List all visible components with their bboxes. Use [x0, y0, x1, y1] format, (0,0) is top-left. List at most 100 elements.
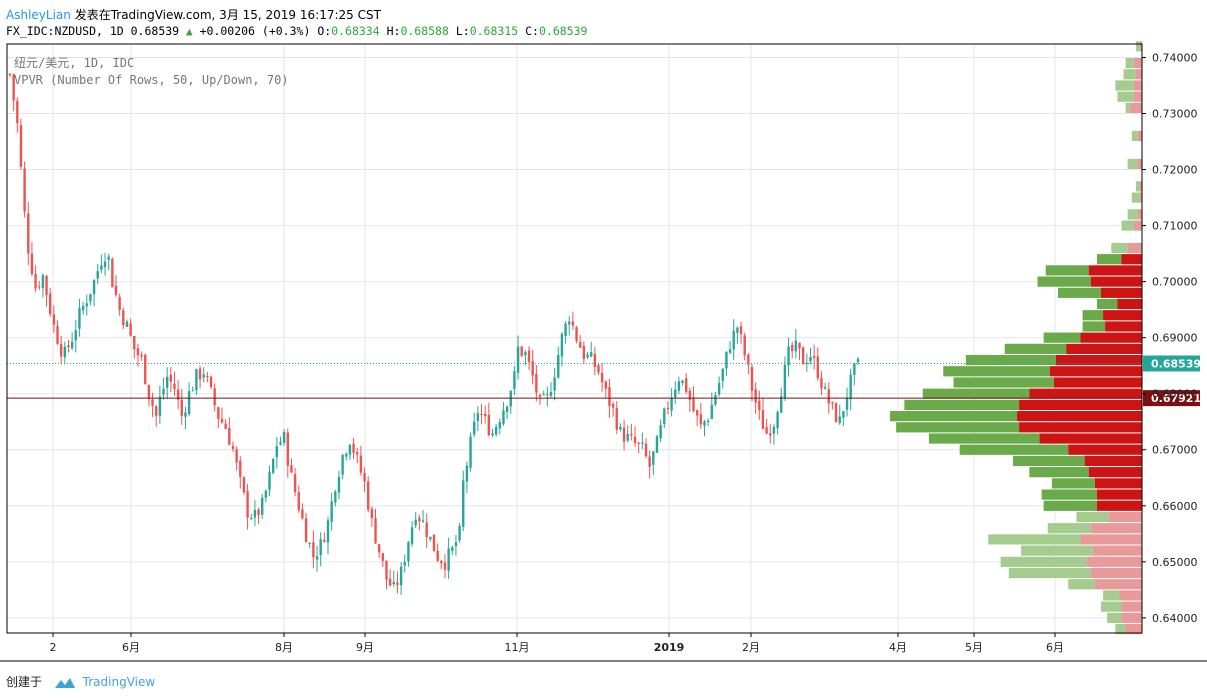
volume-profile-up-bar: [922, 388, 1030, 399]
candle-up: [736, 327, 739, 333]
candle-up: [469, 436, 472, 468]
candle-down: [769, 433, 772, 436]
candle-down: [747, 354, 750, 365]
volume-profile-down-bar: [1055, 354, 1142, 366]
volume-profile-down-bar: [1094, 579, 1142, 590]
candle-up: [345, 453, 348, 457]
volume-profile-up-bar: [959, 444, 1069, 455]
candle-up: [564, 323, 567, 336]
candle-up: [619, 426, 622, 430]
candle-up: [158, 396, 162, 416]
volume-profile-down-bar: [1137, 130, 1142, 142]
candle-down: [622, 427, 626, 442]
volume-profile-down-bar: [1029, 388, 1142, 399]
volume-profile-up-bar: [953, 377, 1054, 388]
volume-profile-up-bar: [1043, 500, 1097, 511]
volume-profile-down-bar: [1121, 612, 1142, 623]
volume-profile-down-bar: [1121, 254, 1142, 265]
candle-down: [312, 542, 315, 558]
candle-down: [8, 73, 12, 75]
series-legend[interactable]: 纽元/美元, 1D, IDC: [14, 56, 135, 70]
candle-down: [155, 406, 158, 416]
x-tick-label: 6月: [1046, 641, 1064, 654]
candle-down: [699, 414, 703, 425]
candle-down: [34, 273, 37, 289]
candle-down: [231, 445, 235, 450]
candle-up: [856, 358, 860, 363]
candle-down: [144, 354, 147, 384]
volume-profile-down-bar: [1053, 377, 1142, 388]
candle-up: [823, 387, 827, 389]
candle-up: [809, 356, 812, 362]
candle-up: [407, 542, 410, 562]
candle-up: [334, 491, 337, 503]
x-tick-label: 2019: [654, 641, 685, 654]
candle-down: [111, 258, 114, 288]
candle-up: [670, 397, 673, 411]
volume-profile-up-bar: [1037, 276, 1091, 287]
volume-profile-up-bar: [1068, 579, 1095, 590]
close-value: 0.68539: [538, 24, 588, 38]
candle-down: [147, 384, 151, 399]
candle-down: [220, 418, 224, 423]
candle-down: [575, 327, 578, 342]
candle-down: [750, 367, 754, 391]
volume-profile-down-bar: [1133, 220, 1142, 231]
candle-up: [491, 433, 494, 436]
candle-down: [45, 275, 48, 296]
volume-profile-up-bar: [1082, 310, 1104, 321]
candle-down: [692, 397, 695, 411]
volume-profile-up-bar: [928, 433, 1040, 444]
candle-up: [509, 390, 512, 407]
author-link[interactable]: AshleyLian: [6, 8, 71, 22]
last-price-tag: [1143, 355, 1200, 372]
footer: 创建于 TradingView: [6, 673, 155, 690]
candle-down: [52, 314, 56, 325]
candle-down: [527, 350, 531, 363]
publish-info: AshleyLian 发表在TradingView.com, 3月 15, 20…: [6, 6, 381, 23]
tradingview-brand[interactable]: TradingView: [82, 675, 156, 689]
candle-up: [421, 520, 425, 522]
candle-up: [458, 525, 461, 541]
candle-down: [571, 321, 575, 326]
volume-profile-down-bar: [1137, 158, 1142, 170]
indicator-legend[interactable]: VPVR (Number Of Rows, 50, Up/Down, 70): [14, 73, 289, 87]
candle-down: [604, 381, 607, 389]
candle-down: [688, 390, 692, 400]
candle-up: [165, 376, 169, 388]
candle-up: [728, 349, 732, 353]
candlesticks: [8, 72, 860, 595]
candle-up: [787, 346, 790, 366]
candle-up: [70, 341, 74, 349]
candle-down: [352, 443, 355, 453]
volume-profile-down-bar: [1125, 623, 1142, 635]
volume-profile-down-bar: [1092, 545, 1142, 556]
candle-down: [198, 368, 202, 380]
volume-profile-up-bar: [1123, 69, 1136, 80]
candle-down: [743, 335, 746, 356]
x-tick-label: 11月: [505, 641, 530, 654]
created-with-label: 创建于: [6, 675, 43, 689]
candle-down: [648, 456, 651, 467]
candle-down: [377, 544, 381, 553]
grid: [7, 44, 1142, 633]
volume-profile-up-bar: [1115, 80, 1134, 91]
candle-down: [798, 342, 801, 349]
volume-profile-up-bar: [1125, 57, 1134, 69]
volume-profile-up-bar: [1000, 556, 1087, 567]
candle-up: [710, 404, 713, 419]
close-label: C:: [525, 24, 539, 38]
candle-up: [454, 542, 458, 547]
volume-profile-down-bar: [1019, 422, 1142, 433]
candle-down: [520, 346, 523, 356]
tradingview-logo-icon: [54, 677, 75, 688]
candle-up: [451, 547, 454, 551]
x-tick-label: 4月: [889, 641, 907, 654]
volume-profile-down-bar: [1133, 80, 1142, 91]
candle-down: [396, 582, 399, 585]
volume-profile-down-bar: [1019, 399, 1142, 411]
candle-up: [462, 480, 465, 527]
volume-profile-up-bar: [1047, 523, 1091, 534]
candle-up: [96, 271, 99, 279]
